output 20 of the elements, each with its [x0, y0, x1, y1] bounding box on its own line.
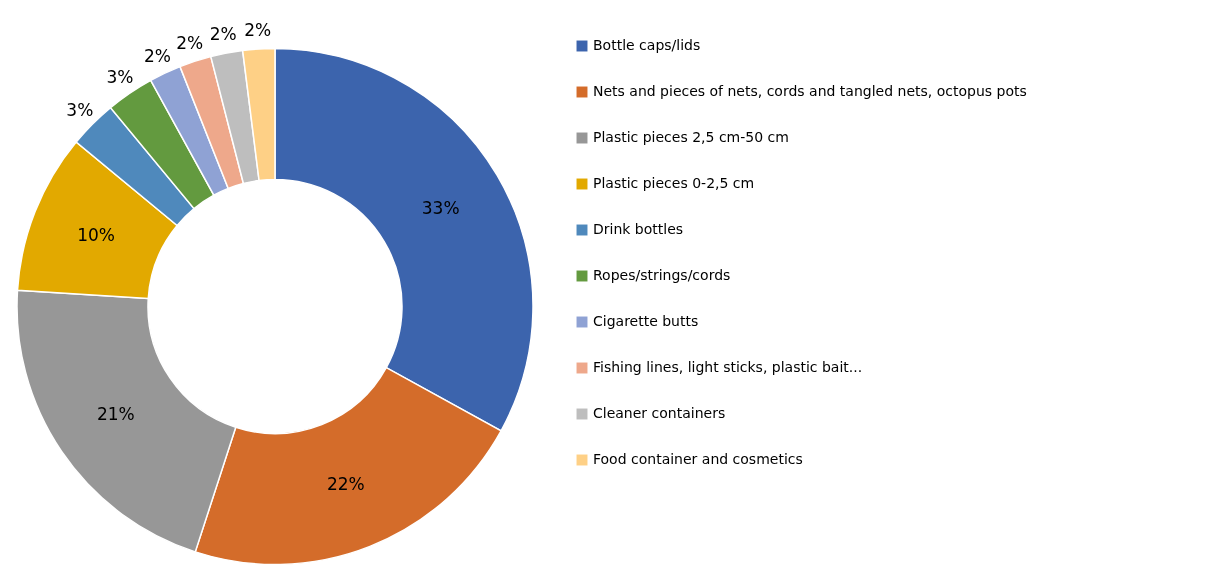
legend-label: Ropes/strings/cords	[593, 267, 731, 283]
legend-label: Bottle caps/lids	[593, 37, 701, 53]
data-label: 33%	[421, 197, 460, 218]
data-label: 3%	[106, 67, 134, 88]
data-label: 2%	[143, 45, 171, 66]
data-label: 3%	[66, 100, 94, 121]
legend-label: Plastic pieces 2,5 cm-50 cm	[593, 129, 789, 145]
data-label: 2%	[209, 24, 237, 45]
legend-label: Drink bottles	[593, 221, 684, 237]
legend-label: Food container and cosmetics	[593, 451, 803, 467]
data-label: 22%	[326, 474, 365, 495]
legend-label: Fishing lines, light sticks, plastic bait...	[593, 359, 863, 375]
legend-label: Nets and pieces of nets, cords and tangled nets, octopus pots	[593, 83, 1027, 99]
data-label: 2%	[244, 20, 272, 41]
data-label: 10%	[77, 224, 115, 245]
data-label: 21%	[96, 403, 135, 424]
legend-label: Plastic pieces 0-2,5 cm	[593, 175, 755, 191]
data-label: 2%	[176, 33, 204, 54]
legend-label: Cigarette butts	[593, 313, 699, 329]
legend-label: Cleaner containers	[593, 405, 726, 421]
